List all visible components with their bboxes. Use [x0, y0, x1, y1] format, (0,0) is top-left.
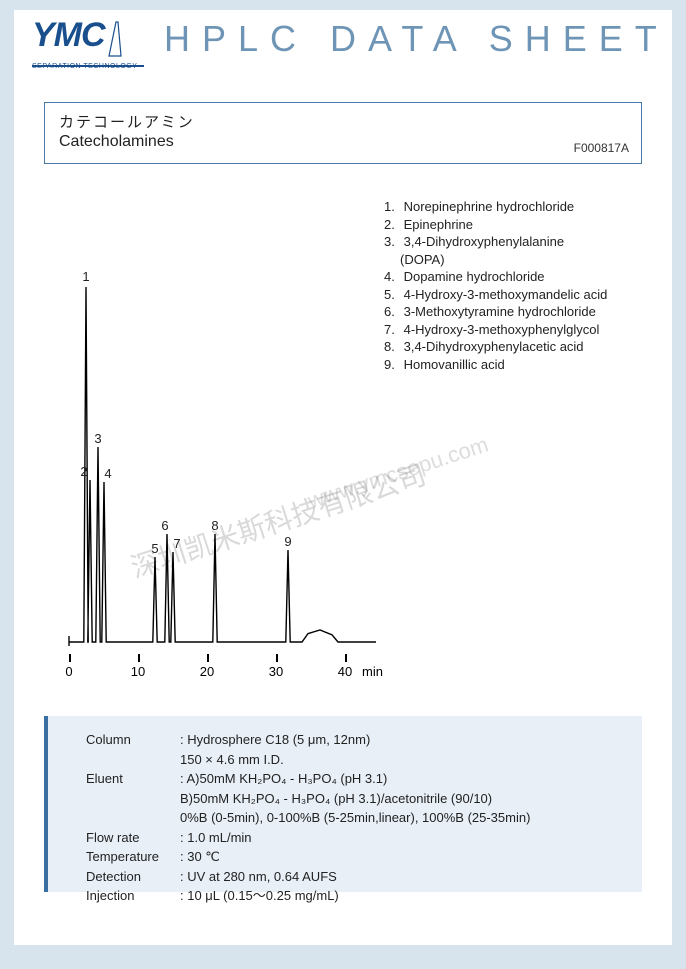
- compound-item: 8. 3,4-Dihydroxyphenylacetic acid: [384, 338, 607, 356]
- condition-value: : 10 μL (0.15～0.25 mg/mL): [180, 886, 339, 906]
- brand-logo: YMC SEPARATION TECHNOLOGY: [32, 16, 144, 70]
- brand-subtext: SEPARATION TECHNOLOGY: [32, 63, 144, 70]
- condition-key: Eluent: [86, 769, 180, 789]
- data-sheet-page: YMC SEPARATION TECHNOLOGY HPLC DATA SHEE…: [14, 10, 672, 945]
- title-english: Catecholamines: [59, 133, 174, 151]
- compound-item: (DOPA): [400, 251, 607, 269]
- condition-key: Detection: [86, 867, 180, 887]
- peak-label: 2: [80, 464, 87, 479]
- x-tick-label: 0: [65, 664, 72, 679]
- x-axis-unit: min: [362, 664, 383, 679]
- condition-key: Injection: [86, 886, 180, 906]
- peak-label: 4: [104, 466, 111, 481]
- peak-label: 3: [94, 431, 101, 446]
- condition-value: : 1.0 mL/min: [180, 828, 252, 848]
- compound-item: 7. 4-Hydroxy-3-methoxyphenylglycol: [384, 321, 607, 339]
- x-tick-label: 30: [269, 664, 283, 679]
- compound-list: 1. Norepinephrine hydrochloride2. Epinep…: [384, 198, 607, 373]
- title-japanese: カテコールアミン: [59, 111, 195, 132]
- chromatogram-chart: 123456789: [66, 280, 386, 670]
- condition-value: B)50mM KH₂PO₄ - H₃PO₄ (pH 3.1)/acetonitr…: [180, 789, 492, 809]
- compound-item: 3. 3,4-Dihydroxyphenylalanine: [384, 233, 607, 251]
- compound-item: 9. Homovanillic acid: [384, 356, 607, 374]
- condition-key: Flow rate: [86, 828, 180, 848]
- condition-key: [86, 789, 180, 809]
- condition-row: 0%B (0-5min), 0-100%B (5-25min,linear), …: [86, 808, 530, 828]
- document-title-frame: カテコールアミン Catecholamines F000817A: [44, 102, 642, 164]
- condition-value: : UV at 280 nm, 0.64 AUFS: [180, 867, 337, 887]
- brand-peak-icon: [107, 18, 125, 63]
- x-tick: [207, 654, 209, 662]
- condition-row: B)50mM KH₂PO₄ - H₃PO₄ (pH 3.1)/acetonitr…: [86, 789, 530, 809]
- x-tick-label: 20: [200, 664, 214, 679]
- peak-label: 8: [211, 518, 218, 533]
- x-tick: [345, 654, 347, 662]
- condition-row: Flow rate: 1.0 mL/min: [86, 828, 530, 848]
- condition-key: Temperature: [86, 847, 180, 867]
- x-tick: [138, 654, 140, 662]
- condition-row: Injection: 10 μL (0.15～0.25 mg/mL): [86, 886, 530, 906]
- conditions-table: Column: Hydrosphere C18 (5 μm, 12nm) 150…: [86, 730, 530, 906]
- document-code: F000817A: [574, 141, 629, 155]
- condition-row: Detection: UV at 280 nm, 0.64 AUFS: [86, 867, 530, 887]
- x-tick-label: 40: [338, 664, 352, 679]
- condition-value: 0%B (0-5min), 0-100%B (5-25min,linear), …: [180, 808, 530, 828]
- condition-value: : Hydrosphere C18 (5 μm, 12nm): [180, 730, 370, 750]
- peak-label: 9: [284, 534, 291, 549]
- peak-label: 1: [82, 269, 89, 284]
- x-axis: min 010203040: [69, 654, 389, 684]
- condition-key: [86, 808, 180, 828]
- compound-item: 1. Norepinephrine hydrochloride: [384, 198, 607, 216]
- condition-row: Column: Hydrosphere C18 (5 μm, 12nm): [86, 730, 530, 750]
- condition-value: : 30 ℃: [180, 847, 220, 867]
- conditions-panel: Column: Hydrosphere C18 (5 μm, 12nm) 150…: [44, 716, 642, 892]
- condition-row: 150 × 4.6 mm I.D.: [86, 750, 530, 770]
- brand-text: YMC: [32, 16, 105, 54]
- compound-item: 5. 4-Hydroxy-3-methoxymandelic acid: [384, 286, 607, 304]
- condition-row: Eluent: A)50mM KH₂PO₄ - H₃PO₄ (pH 3.1): [86, 769, 530, 789]
- compound-item: 6. 3-Methoxytyramine hydrochloride: [384, 303, 607, 321]
- x-tick: [276, 654, 278, 662]
- x-tick-label: 10: [131, 664, 145, 679]
- peak-label: 6: [161, 518, 168, 533]
- compound-item: 4. Dopamine hydrochloride: [384, 268, 607, 286]
- condition-row: Temperature: 30 ℃: [86, 847, 530, 867]
- page-title: HPLC DATA SHEET: [164, 18, 669, 60]
- condition-value: 150 × 4.6 mm I.D.: [180, 750, 284, 770]
- condition-value: : A)50mM KH₂PO₄ - H₃PO₄ (pH 3.1): [180, 769, 387, 789]
- condition-key: Column: [86, 730, 180, 750]
- header-region: YMC SEPARATION TECHNOLOGY HPLC DATA SHEE…: [14, 16, 672, 86]
- peak-label: 7: [173, 536, 180, 551]
- x-tick: [69, 654, 71, 662]
- condition-key: [86, 750, 180, 770]
- compound-item: 2. Epinephrine: [384, 216, 607, 234]
- peak-label: 5: [151, 541, 158, 556]
